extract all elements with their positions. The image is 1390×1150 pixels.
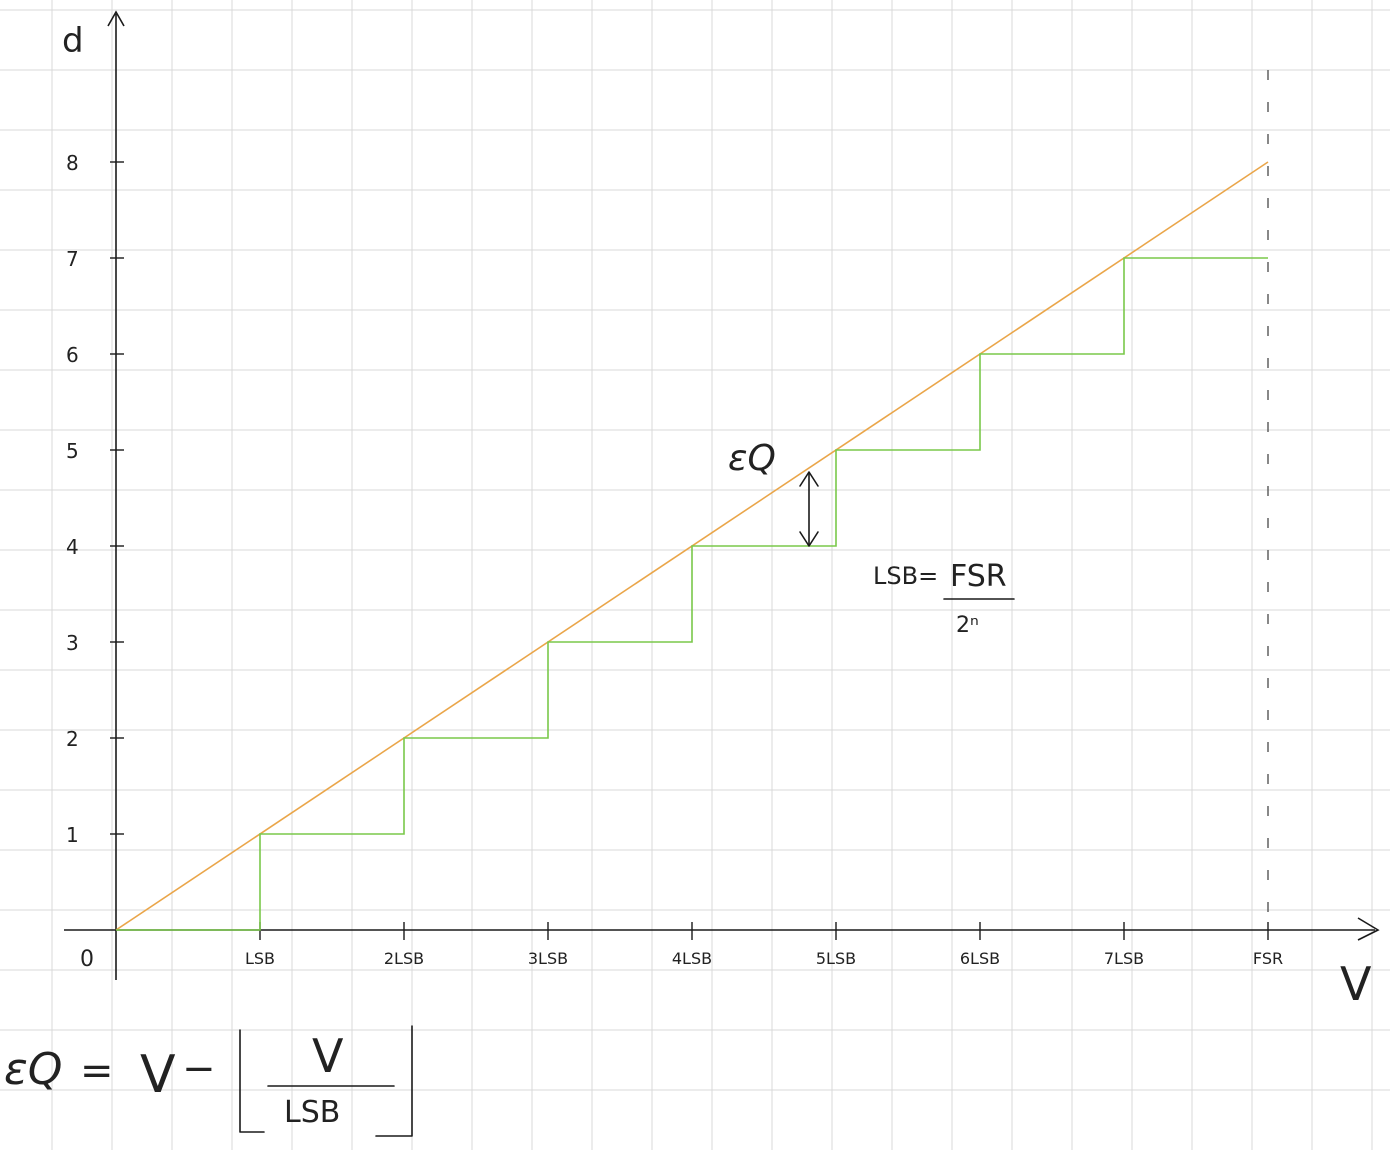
x-axis-arrowhead bbox=[1357, 917, 1380, 941]
formula-v: V bbox=[140, 1045, 176, 1105]
error-symbol: εQ bbox=[728, 438, 776, 479]
y-tick-label: 3 bbox=[66, 631, 79, 655]
y-tick-label: 2 bbox=[66, 727, 79, 751]
formula-minus: − bbox=[182, 1046, 216, 1092]
x-tick-label: FSR bbox=[1253, 949, 1283, 968]
floor-numerator: V bbox=[312, 1029, 344, 1083]
lsb-formula-numerator: FSR bbox=[950, 559, 1007, 594]
error-formula: εQ = V − V LSB bbox=[4, 1025, 413, 1137]
y-axis-label: d bbox=[62, 21, 84, 61]
floor-denominator: LSB bbox=[284, 1095, 340, 1130]
y-tick-label: 5 bbox=[66, 439, 79, 463]
x-ticks: LSB 2LSB 3LSB 4LSB 5LSB 6LSB 7LSB FSR bbox=[245, 922, 1283, 968]
lsb-formula-lhs: LSB= bbox=[873, 562, 938, 590]
x-tick-label: 5LSB bbox=[816, 949, 856, 968]
y-tick-label: 6 bbox=[66, 343, 79, 367]
y-tick-label: 8 bbox=[66, 151, 79, 175]
formula-lhs: εQ bbox=[4, 1044, 62, 1095]
formula-equals: = bbox=[80, 1048, 114, 1094]
floor-right-bracket bbox=[375, 1025, 413, 1137]
origin-label: 0 bbox=[80, 947, 94, 972]
y-tick-label: 1 bbox=[66, 823, 79, 847]
y-tick-label: 7 bbox=[66, 247, 79, 271]
floor-left-bracket bbox=[239, 1029, 265, 1133]
y-ticks: 1 2 3 4 5 6 7 8 bbox=[66, 151, 124, 847]
axes bbox=[64, 10, 1380, 980]
lsb-formula-denominator: 2ⁿ bbox=[956, 613, 979, 638]
x-tick-label: 2LSB bbox=[384, 949, 424, 968]
x-tick-label: 3LSB bbox=[528, 949, 568, 968]
y-axis-arrowhead bbox=[107, 10, 125, 27]
quantized-staircase bbox=[116, 257, 1268, 931]
x-tick-label: 7LSB bbox=[1104, 949, 1144, 968]
x-tick-label: LSB bbox=[245, 949, 275, 968]
x-tick-label: 6LSB bbox=[960, 949, 1000, 968]
double-arrow-icon bbox=[799, 471, 819, 547]
y-tick-label: 4 bbox=[66, 535, 79, 559]
x-axis-label: V bbox=[1340, 957, 1372, 1011]
x-tick-label: 4LSB bbox=[672, 949, 712, 968]
